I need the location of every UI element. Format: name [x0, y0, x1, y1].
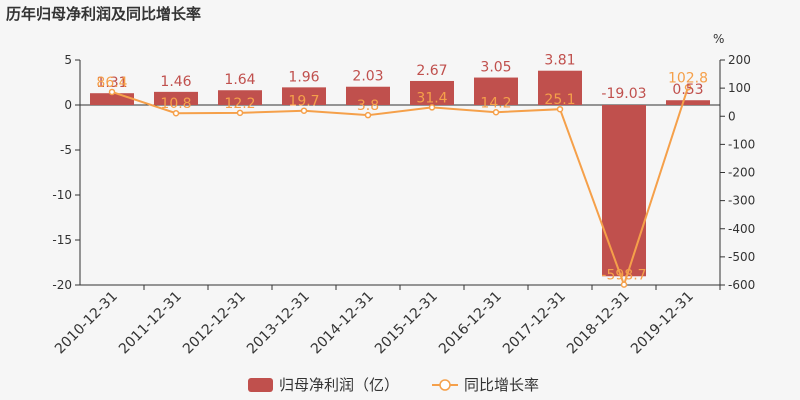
bar [218, 90, 262, 105]
right-tick-label: -400 [728, 222, 755, 236]
left-tick-label: 5 [64, 53, 72, 67]
bar-value-label: 2.03 [352, 69, 383, 85]
x-tick-label: 2011-12-31 [116, 289, 185, 358]
legend-line-marker [439, 379, 451, 391]
line-point [108, 88, 116, 96]
left-tick-label: -20 [52, 278, 72, 292]
bar-series [90, 70, 710, 277]
right-tick-label: -500 [728, 250, 755, 264]
bar-value-label: 3.05 [480, 60, 511, 76]
growth-line [111, 87, 689, 288]
line-value-label: 31.4 [416, 90, 447, 106]
line-value-label: 25.1 [544, 92, 575, 108]
right-tick-label: -300 [728, 194, 755, 208]
legend: 归母净利润（亿） 同比增长率 [248, 376, 539, 394]
x-tick-label: 2019-12-31 [628, 289, 697, 358]
bar [538, 70, 582, 105]
bar-value-label: 1.96 [288, 69, 319, 85]
legend-bar-swatch [248, 378, 273, 392]
line-point [556, 105, 564, 113]
line-point [236, 109, 244, 117]
right-tick-label: -100 [728, 137, 755, 151]
line-point [172, 109, 180, 117]
bar-value-label: 1.64 [224, 72, 255, 88]
line-point [620, 281, 628, 288]
line-point [428, 104, 436, 111]
bar [282, 87, 326, 105]
right-tick-label: 200 [728, 53, 751, 67]
data-labels: 1.31 1.46 1.64 1.96 2.03 2.67 3.05 3.81 -19.03 0.… [96, 53, 708, 284]
line-value-label: 12.2 [224, 96, 255, 112]
legend-line-label: 同比增长率 [464, 376, 539, 394]
line-value-label: -598.7 [601, 268, 646, 284]
line-value-label: 102.8 [668, 70, 708, 86]
line-point [300, 107, 308, 114]
bar [666, 100, 710, 105]
left-tick-label: -5 [60, 143, 72, 157]
left-tick-label: -15 [52, 233, 72, 247]
x-tick-label: 2010-12-31 [52, 289, 121, 358]
bar [346, 86, 390, 105]
line-value-label: 19.7 [288, 94, 319, 110]
bar [90, 93, 134, 105]
right-tick-label: 100 [728, 81, 751, 95]
legend-bar-label: 归母净利润（亿） [279, 376, 399, 394]
bar-value-label: 2.67 [416, 63, 447, 79]
line-series [108, 84, 692, 288]
chart-title: 历年归母净利润及同比增长率 [6, 5, 201, 23]
bar-value-label: 3.81 [544, 53, 575, 69]
line-point [684, 84, 692, 91]
line-value-label: 86.4 [96, 75, 127, 91]
right-axis-unit: % [713, 32, 724, 46]
x-tick-label: 2016-12-31 [436, 289, 505, 358]
right-tick-label: -200 [728, 166, 755, 180]
bar-value-label: 0.53 [672, 82, 703, 98]
x-tick-label: 2018-12-31 [564, 289, 633, 358]
bar [154, 91, 198, 105]
x-tick-label: 2017-12-31 [500, 289, 569, 358]
x-tick-label: 2013-12-31 [244, 289, 313, 358]
left-tick-label: -10 [52, 188, 72, 202]
bar [602, 105, 646, 277]
right-tick-label: 0 [728, 109, 736, 123]
x-tick-label: 2012-12-31 [180, 289, 249, 358]
line-value-label: 3.8 [357, 98, 379, 114]
bar [474, 77, 518, 105]
line-value-label: 14.2 [480, 95, 511, 111]
x-tick-label: 2014-12-31 [308, 289, 377, 358]
bar-value-label: 1.46 [160, 74, 191, 90]
left-tick-label: 0 [64, 98, 72, 112]
bar-value-label: -19.03 [601, 86, 646, 102]
right-tick-label: -600 [728, 278, 755, 292]
line-point [492, 109, 500, 116]
x-tick-label: 2015-12-31 [372, 289, 441, 358]
line-point [364, 111, 372, 119]
line-value-label: 10.8 [160, 96, 191, 112]
bar-value-label: 1.31 [96, 75, 127, 91]
bar [410, 80, 454, 105]
